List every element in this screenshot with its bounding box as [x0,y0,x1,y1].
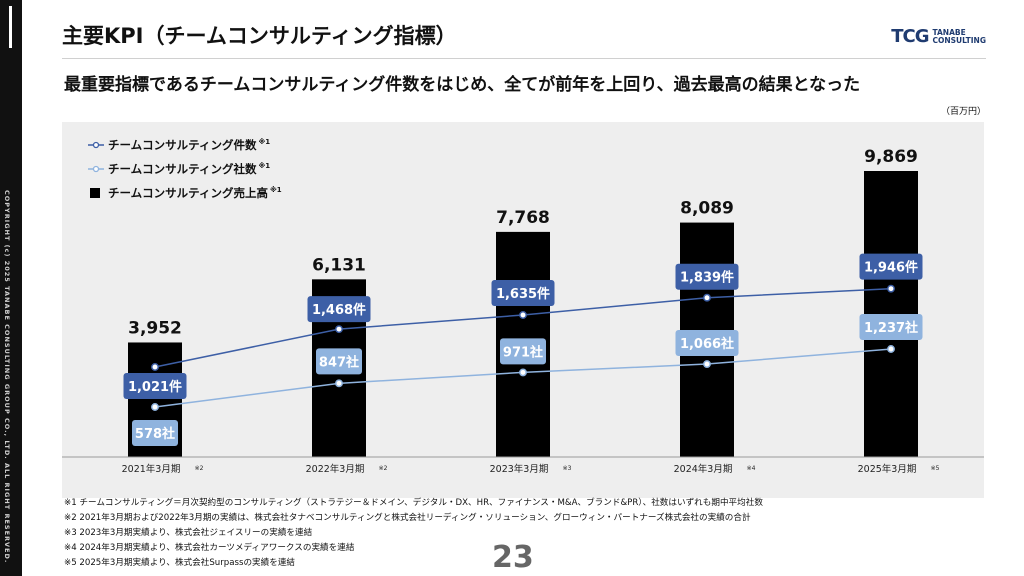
kpi-chart: 3,952 6,131 7,768 8,089 9,869 2021年3月期 ※2 2022年… [62,137,984,475]
x-tick-label: 2021年3月期 [122,463,181,475]
client-count-badge [132,420,178,446]
x-tick-note: ※3 [563,465,572,472]
footnotes: ※1 チームコンサルティング＝月次契約型のコンサルティング（ストラテジー＆ドメイ… [64,496,763,571]
client-count-point [703,360,711,369]
logo-text: TANABE CONSULTING [932,27,986,45]
company-logo: TCG TANABE CONSULTING [891,26,986,47]
x-tick-label: 2025年3月期 [858,463,917,475]
legend-point-marker [92,141,100,149]
sales-bar [864,171,918,457]
footnote-2: ※2 2021年3月期および2022年3月期の実績は、株式会社タナベコンサルティ… [64,513,751,523]
consulting-count-badge [123,373,187,399]
consulting-count-label: 1,839件 [680,270,734,286]
sidebar: COPYRIGHT (c) 2025 TANABE CONSULTING GRO… [0,0,22,576]
page-title: 主要KPI（チームコンサルティング指標） [62,24,457,48]
title-divider [62,58,986,59]
chart-panel: 3,952 6,131 7,768 8,089 9,869 2021年3月期 ※2 2022年… [62,122,984,498]
legend-label: チームコンサルティング社数 [108,162,257,176]
footnote-1: ※1 チームコンサルティング＝月次契約型のコンサルティング（ストラテジー＆ドメイ… [64,498,763,508]
sales-value-label: 9,869 [864,147,918,167]
consulting-count-point [335,325,343,334]
x-tick-label: 2022年3月期 [306,463,365,475]
sidebar-accent-bar [9,6,12,48]
legend-bar-marker [90,188,100,198]
sales-value-label: 6,131 [312,255,366,275]
client-count-point [335,379,343,388]
sales-value-label: 7,768 [496,208,550,228]
client-count-label: 578社 [135,426,175,442]
client-count-point [151,403,159,411]
legend-note: ※1 [259,137,271,146]
consulting-count-label: 1,946件 [864,260,918,276]
consulting-count-label: 1,635件 [496,286,550,302]
footnote-5: ※5 2025年3月期実績より、株式会社Surpassの実績を連結 [64,558,296,568]
consulting-count-point [703,293,711,302]
footnote-3: ※3 2023年3月期実績より、株式会社ジェイスリーの実績を連結 [64,528,313,538]
consulting-count-label: 1,468件 [312,302,366,318]
x-tick-note: ※2 [195,465,204,472]
x-tick-note: ※2 [379,465,388,472]
x-tick-note: ※4 [747,465,756,472]
copyright-text: COPYRIGHT (c) 2025 TANABE CONSULTING GRO… [3,190,11,564]
legend-point-marker [92,165,100,173]
client-count-badge [500,338,546,365]
page-number: 23 [492,540,534,575]
consulting-count-badge [859,253,923,280]
sales-value-label: 3,952 [128,318,182,338]
page-subtitle: 最重要指標であるチームコンサルティング件数をはじめ、全てが前年を上回り、過去最高… [64,75,861,95]
sales-value-label: 8,089 [680,199,734,219]
x-tick-label: 2024年3月期 [674,463,733,475]
consulting-count-badge [675,263,739,290]
consulting-count-point [519,311,527,319]
consulting-count-badge [491,279,555,306]
consulting-count-point [151,363,159,371]
consulting-count-badge [307,296,371,323]
legend-label: チームコンサルティング売上高 [108,186,268,200]
footnote-4: ※4 2024年3月期実績より、株式会社カーツメディアワークスの実績を連結 [64,543,355,553]
client-count-point [519,368,527,377]
client-count-label: 847社 [319,354,359,370]
legend-note: ※1 [259,161,271,170]
x-tick-label: 2023年3月期 [490,463,549,475]
consulting-count-label: 1,021件 [128,379,182,395]
client-count-label: 1,066社 [680,336,734,352]
consulting-count-point [887,284,895,293]
logo-line-2: CONSULTING [932,35,986,45]
client-count-badge [675,330,739,357]
logo-mark: TCG [891,26,929,47]
unit-label: （百万円） [940,107,986,117]
legend-note: ※1 [270,185,282,194]
x-tick-note: ※5 [931,465,940,472]
client-count-label: 971社 [503,344,543,360]
client-count-badge [316,348,362,375]
client-count-badge [859,314,923,341]
client-count-label: 1,237社 [864,320,918,336]
client-count-point [887,345,895,353]
legend-label: チームコンサルティング件数 [108,138,257,152]
logo-line-1: TANABE [932,27,966,37]
